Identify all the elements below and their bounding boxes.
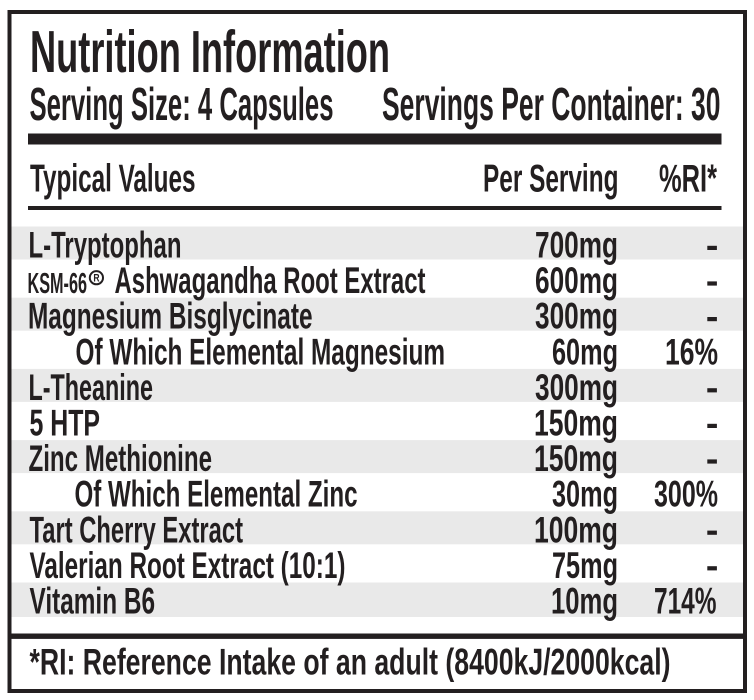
svg-text:KSM-66: KSM-66 [28,268,88,300]
svg-text:300mg: 300mg [535,367,618,408]
svg-text:Per Serving: Per Serving [483,157,619,200]
svg-text:Ashwagandha Root Extract: Ashwagandha Root Extract [115,260,426,301]
svg-text:Valerian Root Extract (10:1): Valerian Root Extract (10:1) [30,545,346,586]
svg-text:Vitamin B6: Vitamin B6 [30,581,156,622]
svg-text:700mg: 700mg [535,225,618,266]
svg-text:75mg: 75mg [552,545,618,586]
svg-text:Nutrition Information: Nutrition Information [30,18,390,85]
svg-text:714%: 714% [654,581,717,622]
svg-text:Typical Values: Typical Values [30,157,196,200]
svg-text:L-Theanine: L-Theanine [29,367,154,408]
svg-text:Servings Per Container: 30: Servings Per Container: 30 [382,78,721,130]
svg-text:Of Which Elemental Magnesium: Of Which Elemental Magnesium [76,331,446,372]
svg-text:300%: 300% [654,474,718,515]
svg-text:Tart Cherry Extract: Tart Cherry Extract [30,509,244,550]
svg-text:*RI: Reference Intake of an ad: *RI: Reference Intake of an adult (8400k… [30,642,671,683]
svg-text:R: R [93,273,99,285]
svg-text:Of Which Elemental Zinc: Of Which Elemental Zinc [75,474,358,515]
svg-text:Magnesium Bisglycinate: Magnesium Bisglycinate [28,296,313,337]
svg-text:L-Tryptophan: L-Tryptophan [29,225,182,266]
svg-text:30mg: 30mg [552,474,618,515]
svg-text:600mg: 600mg [535,260,618,301]
svg-text:10mg: 10mg [551,581,618,622]
svg-text:Serving Size: 4 Capsules: Serving Size: 4 Capsules [30,78,334,130]
svg-text:300mg: 300mg [535,296,618,337]
svg-text:150mg: 150mg [534,438,618,479]
svg-text:%RI*: %RI* [659,157,718,200]
svg-text:150mg: 150mg [534,403,618,444]
svg-text:Zinc Methionine: Zinc Methionine [29,438,213,479]
svg-text:100mg: 100mg [534,509,618,550]
svg-text:60mg: 60mg [552,331,618,372]
svg-text:5 HTP: 5 HTP [30,403,101,444]
svg-text:16%: 16% [665,331,718,372]
